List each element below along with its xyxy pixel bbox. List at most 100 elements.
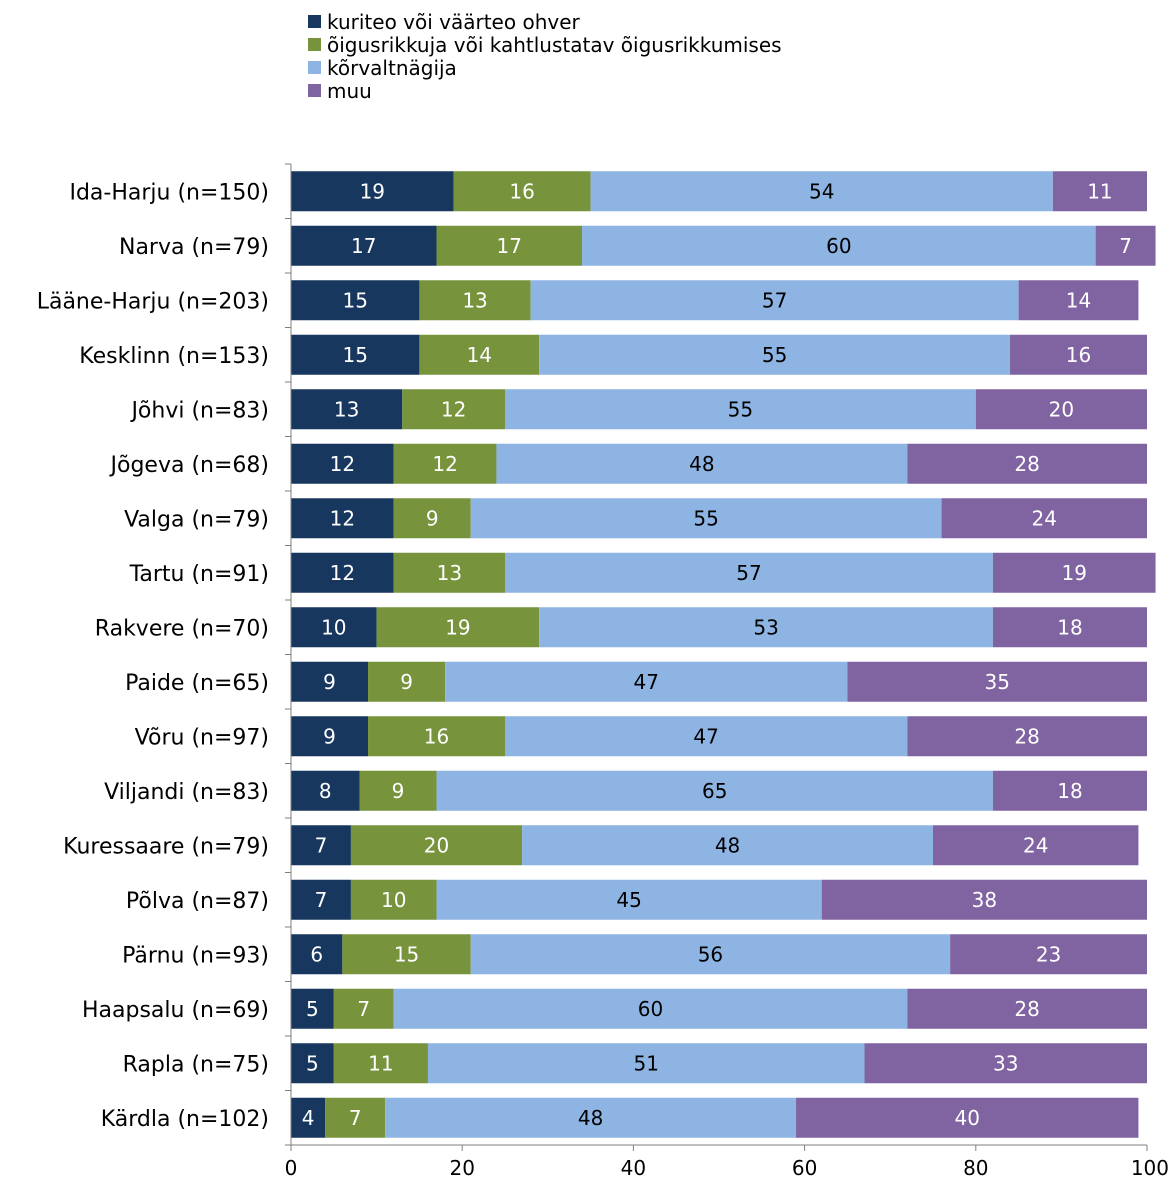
legend: kuriteo või väärteo ohver õigusrikkuja võ… [308, 10, 782, 103]
bar-value-label: 56 [698, 942, 723, 966]
bar-value-label: 48 [578, 1106, 603, 1130]
category-label: Jõhvi (n=83) [129, 398, 269, 423]
bar-value-label: 15 [394, 942, 419, 966]
bar-segment [350, 879, 437, 920]
legend-swatch [308, 38, 321, 51]
bar-segment [796, 1097, 1139, 1138]
legend-swatch [308, 61, 321, 74]
category-label: Narva (n=79) [119, 235, 269, 260]
bar-segment [291, 934, 343, 975]
bar-value-label: 17 [497, 234, 522, 258]
bar-segment [992, 770, 1147, 811]
category-label: Jõgeva (n=68) [109, 453, 269, 478]
bar-value-label: 9 [400, 670, 413, 694]
bar-segment [291, 498, 394, 539]
x-tick-label: 0 [285, 1156, 298, 1180]
bar-value-label: 12 [441, 397, 466, 421]
category-label: Tartu (n=91) [129, 562, 269, 587]
bar-value-label: 23 [1036, 942, 1061, 966]
bar-segment [393, 552, 505, 593]
bar-segment [291, 770, 360, 811]
bar-value-label: 45 [616, 888, 641, 912]
bar-value-label: 57 [762, 288, 787, 312]
bar-segment [402, 389, 505, 430]
bar-segment [941, 498, 1147, 539]
bar-value-label: 47 [634, 670, 659, 694]
x-tick-label: 100 [1131, 1156, 1169, 1180]
bar-segment [505, 389, 976, 430]
bar-value-label: 60 [638, 997, 663, 1021]
bar-value-label: 10 [321, 615, 346, 639]
legend-item: kõrvaltnägija [308, 56, 782, 80]
bar-segment [530, 280, 1019, 321]
bar-value-label: 9 [426, 506, 439, 530]
bar-segment [539, 334, 1011, 375]
bar-segment [368, 716, 505, 757]
bar-segment [376, 607, 540, 648]
bar-value-label: 7 [315, 833, 328, 857]
bar-segment [350, 825, 523, 866]
bar-value-label: 53 [753, 615, 778, 639]
bar-segment [522, 825, 933, 866]
bar-segment [393, 498, 471, 539]
x-tick-label: 80 [963, 1156, 988, 1180]
bar-segment [368, 661, 446, 702]
bar-segment [291, 171, 454, 212]
bar-segment [291, 225, 437, 266]
legend-label: muu [327, 78, 372, 103]
bar-value-label: 9 [323, 724, 336, 748]
bar-segment [359, 770, 437, 811]
bar-segment [907, 716, 1147, 757]
bar-segment [590, 171, 1053, 212]
category-label: Haapsalu (n=69) [82, 998, 269, 1023]
bar-segment [291, 607, 377, 648]
x-tick-label: 40 [621, 1156, 646, 1180]
bar-segment [385, 1097, 797, 1138]
category-label: Kuressaare (n=79) [63, 834, 269, 859]
bar-segment [907, 988, 1147, 1029]
bar-segment [992, 607, 1147, 648]
bar-segment [436, 879, 822, 920]
bar-segment [291, 1097, 326, 1138]
category-label: Pärnu (n=93) [122, 943, 269, 968]
bar-value-label: 12 [330, 561, 355, 585]
bar-value-label: 7 [349, 1106, 362, 1130]
legend-item: muu [308, 78, 782, 103]
bar-value-label: 12 [330, 506, 355, 530]
bar-value-label: 9 [323, 670, 336, 694]
bar-segment [821, 879, 1147, 920]
bar-value-label: 16 [509, 179, 534, 203]
bar-value-label: 9 [392, 779, 405, 803]
bar-segment [333, 988, 394, 1029]
bar-segment [1010, 334, 1147, 375]
bar-value-label: 15 [342, 343, 367, 367]
bar-value-label: 55 [762, 343, 787, 367]
bar-segment [427, 1043, 865, 1084]
category-label: Lääne-Harju (n=203) [37, 289, 269, 314]
bar-segment [505, 552, 993, 593]
category-label: Ida-Harju (n=150) [69, 180, 269, 205]
legend-swatch [308, 84, 321, 97]
bar-value-label: 13 [334, 397, 359, 421]
bar-segment [1018, 280, 1139, 321]
bar-value-label: 51 [634, 1051, 659, 1075]
bar-segment [864, 1043, 1147, 1084]
category-label: Kärdla (n=102) [101, 1107, 269, 1132]
bar-value-label: 24 [1023, 833, 1048, 857]
bar-value-label: 55 [728, 397, 753, 421]
bar-segment [470, 934, 951, 975]
bar-segment [291, 1043, 334, 1084]
bar-segment [907, 443, 1147, 484]
bar-segment [1095, 225, 1156, 266]
category-label: Võru (n=97) [135, 725, 269, 750]
category-label: Valga (n=79) [124, 507, 269, 532]
bar-segment [539, 607, 993, 648]
bar-value-label: 35 [984, 670, 1009, 694]
bar-segment [291, 988, 334, 1029]
bar-segment [325, 1097, 386, 1138]
bar-segment [436, 770, 993, 811]
legend-item: kuriteo või väärteo ohver [308, 10, 782, 34]
bar-value-label: 38 [972, 888, 997, 912]
legend-item: õigusrikkuja või kahtlustatav õigusrikku… [308, 33, 782, 57]
bar-segment [419, 334, 540, 375]
